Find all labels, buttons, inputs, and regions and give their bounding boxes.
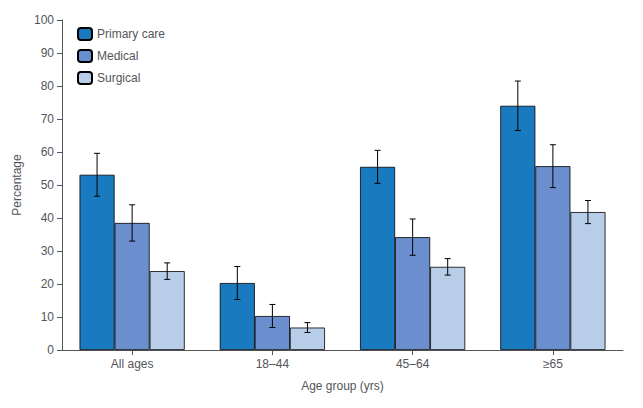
svg-text:40: 40 xyxy=(41,211,55,225)
svg-text:50: 50 xyxy=(41,178,55,192)
svg-text:Surgical: Surgical xyxy=(97,71,140,85)
svg-text:≥65: ≥65 xyxy=(543,357,563,371)
svg-text:60: 60 xyxy=(41,145,55,159)
svg-text:20: 20 xyxy=(41,277,55,291)
svg-text:Medical: Medical xyxy=(97,49,138,63)
svg-text:Primary care: Primary care xyxy=(97,27,165,41)
svg-text:70: 70 xyxy=(41,112,55,126)
svg-text:Percentage: Percentage xyxy=(10,154,24,216)
svg-text:0: 0 xyxy=(47,343,54,357)
svg-text:All ages: All ages xyxy=(111,357,154,371)
svg-text:18–44: 18–44 xyxy=(256,357,290,371)
svg-text:45–64: 45–64 xyxy=(396,357,430,371)
svg-text:30: 30 xyxy=(41,244,55,258)
svg-text:10: 10 xyxy=(41,310,55,324)
svg-text:80: 80 xyxy=(41,79,55,93)
svg-text:Age group (yrs): Age group (yrs) xyxy=(301,379,384,393)
svg-text:100: 100 xyxy=(34,13,54,27)
svg-text:90: 90 xyxy=(41,46,55,60)
